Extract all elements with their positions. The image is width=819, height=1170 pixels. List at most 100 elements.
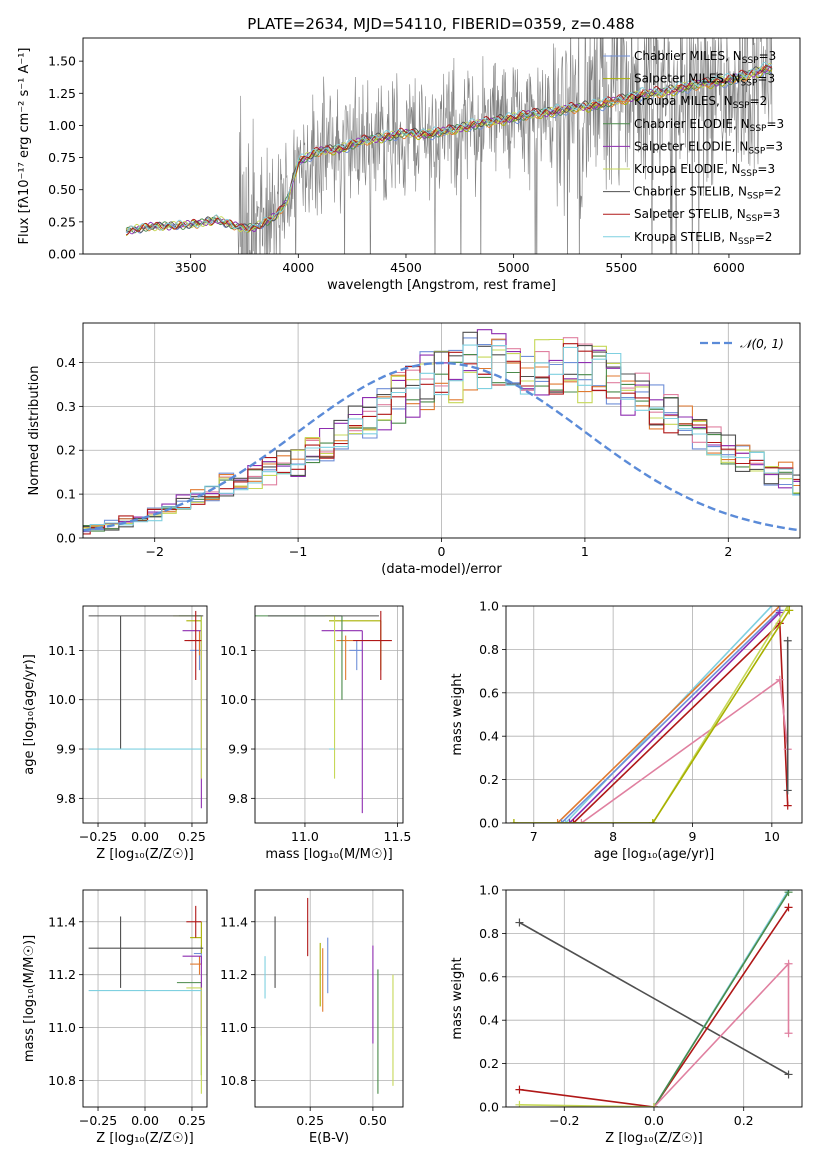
normal-curve [83, 361, 800, 532]
y-tick-label: 0.00 [48, 247, 76, 262]
figure-title: PLATE=2634, MJD=54110, FIBERID=0359, z=0… [247, 15, 634, 33]
y-axis-label: Normed distribution [27, 366, 42, 496]
x-tick-label: 5000 [498, 260, 530, 275]
errorbar-point [349, 640, 363, 671]
y-tick-label: 0.1 [56, 487, 76, 502]
legend-entry: Kroupa MILES, NSSP=2 [634, 94, 767, 111]
x-tick-label: 0.0 [644, 1113, 664, 1128]
legend-entry: Salpeter ELODIE, NSSP=3 [634, 139, 783, 156]
legend-suffix: =3 [759, 49, 777, 63]
x-axis-label: mass [log₁₀(M/M☉)] [265, 847, 392, 862]
errorbar-point [178, 615, 202, 641]
weight-marker [565, 819, 574, 823]
y-tick-label: 0.0 [56, 531, 76, 546]
legend-entry: Kroupa STELIB, NSSP=2 [634, 230, 772, 247]
panel-age-vs-mass: 11.0 11.5 9.8 9.9 10.0 10.1 mass [log₁₀(M/M☉)] [220, 605, 411, 862]
histogram-step [83, 344, 800, 532]
legend-subscript: SSP [750, 124, 767, 134]
legend-entry: 𝒩(0, 1) [740, 337, 784, 351]
legend-subscript: SSP [747, 192, 764, 202]
weight-marker [650, 1103, 658, 1107]
weight-marker [784, 890, 793, 897]
y-axis-label: mass [log₁₀(M/M☉)] [22, 935, 37, 1062]
axes-frame [82, 322, 801, 539]
weight-marker [783, 606, 792, 610]
weight-marker [783, 636, 792, 645]
legend-suffix: =3 [757, 72, 775, 86]
errorbar-point [336, 635, 354, 680]
y-tick-label: 0.0 [479, 1100, 499, 1115]
y-tick-label: 0.8 [479, 642, 499, 657]
histogram-step [83, 338, 800, 529]
legend-subscript: SSP [746, 214, 763, 224]
legend-suffix: =3 [757, 162, 775, 176]
errorbar-point [325, 615, 336, 779]
x-tick-label: −0.25 [79, 829, 117, 844]
x-tick-label: 5500 [605, 260, 637, 275]
x-tick-label: 10 [764, 829, 780, 844]
weight-marker [783, 786, 792, 795]
errorbar-point [88, 615, 204, 750]
errorbar-point [190, 956, 202, 975]
weight-marker [561, 819, 570, 823]
x-axis-label: E(B-V) [309, 1131, 349, 1146]
y-tick-label: 11.0 [48, 1020, 76, 1035]
legend-subscript: SSP [742, 56, 759, 66]
legend-entry: Chabrier MILES, NSSP=3 [634, 49, 776, 66]
errorbar-point [184, 610, 202, 680]
y-tick-label: 10.8 [220, 1073, 248, 1088]
weight-line [568, 611, 781, 823]
y-axis-label: mass weight [450, 957, 465, 1039]
x-tick-label: 3500 [175, 260, 207, 275]
x-tick-label: 0.00 [131, 829, 159, 844]
weight-line [513, 606, 789, 823]
legend-entry: Chabrier ELODIE, NSSP=3 [634, 117, 784, 134]
panel-mass-vs-Z: −0.25 0.00 0.25 10.8 11.0 11.2 11.4 Z [log₁₀(Z/… [22, 889, 208, 1146]
errorbar-point [186, 905, 202, 938]
x-tick-label: 0.2 [734, 1113, 754, 1128]
x-axis-label: (data-model)/error [381, 562, 502, 577]
y-tick-label: 0.25 [48, 214, 76, 229]
weight-marker [784, 1070, 793, 1079]
axes-frame [505, 605, 803, 824]
x-tick-label: 9 [689, 829, 697, 844]
x-tick-label: 0.00 [131, 1113, 159, 1128]
weight-marker [515, 1100, 524, 1107]
weight-line [653, 961, 790, 1107]
plot-area-mass-vs-Z [83, 890, 207, 1107]
plot-area-weight-vs-Z [506, 890, 802, 1107]
weight-marker [553, 819, 562, 823]
x-tick-label: −0.2 [549, 1113, 579, 1128]
histogram-step [83, 343, 800, 535]
legend-entry: Salpeter MILES, NSSP=3 [634, 72, 775, 89]
plot-area-mass-vs-EBV [255, 890, 403, 1107]
x-tick-label: −1 [289, 544, 307, 559]
y-tick-label: 0.6 [479, 969, 499, 984]
legend-entry: Salpeter STELIB, NSSP=3 [634, 207, 780, 224]
model-line-salpeter-stelib [126, 64, 773, 236]
y-tick-label: 10.1 [220, 643, 248, 658]
x-tick-label: 7 [530, 829, 538, 844]
y-tick-label: 0.2 [479, 1056, 499, 1071]
legend-subscript: SSP [733, 101, 750, 111]
weight-line [560, 609, 781, 823]
axes-frame [254, 889, 404, 1108]
errorbar-point [321, 630, 363, 814]
x-axis-label: age [log₁₀(age/yr)] [594, 847, 715, 862]
y-tick-label: 1.0 [479, 883, 499, 898]
y-tick-label: 11.4 [220, 914, 248, 929]
weight-marker [569, 819, 578, 823]
x-tick-label: 0 [438, 544, 446, 559]
weight-line [519, 921, 789, 1076]
y-axis-label: Flux [fλ10⁻¹⁷ erg cm⁻² s⁻¹ A⁻¹] [17, 48, 32, 245]
y-tick-label: 0.4 [479, 729, 499, 744]
legend-suffix: =2 [750, 94, 768, 108]
weight-marker [515, 918, 524, 927]
weight-marker [785, 606, 794, 615]
weight-marker [775, 608, 784, 617]
y-tick-label: 0.2 [56, 443, 76, 458]
weight-marker [783, 801, 792, 810]
legend-suffix: =2 [755, 230, 773, 244]
x-tick-label: 0.25 [178, 829, 206, 844]
spectrum-legend: Chabrier MILES, NSSP=3 Salpeter MILES, NS… [603, 49, 784, 247]
